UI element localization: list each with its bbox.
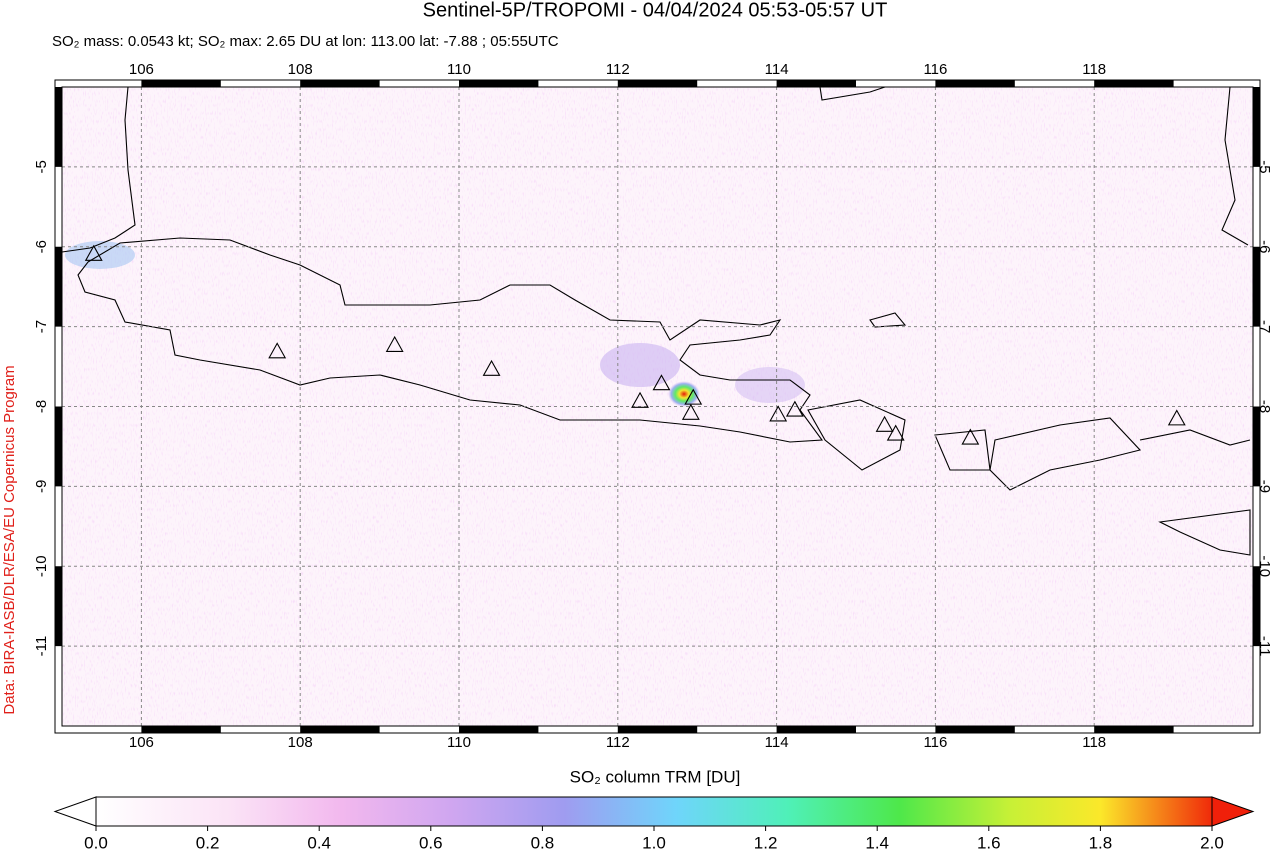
plume — [668, 381, 700, 407]
volcano — [631, 391, 649, 408]
colorbar-tick-label: 0.8 — [531, 833, 555, 852]
frame-bar — [776, 726, 856, 733]
credit: Data: BIRA-IASB/DLR/ESA/EU Copernicus Pr… — [1, 365, 18, 714]
frame-bar — [935, 80, 1015, 87]
y-tick-label: -9 — [33, 480, 50, 493]
coastlines — [61, 86, 1251, 556]
x-tick-label: 116 — [923, 61, 947, 78]
frame-bar — [459, 726, 539, 733]
x-tick-label: 106 — [129, 61, 154, 78]
volcano — [1167, 409, 1186, 426]
y-tick-label: -7 — [33, 320, 50, 333]
map-area — [61, 86, 1253, 726]
volcano — [785, 400, 804, 417]
frame-bar — [459, 80, 539, 87]
frame-bar — [300, 726, 380, 733]
x-tick-label: 116 — [923, 734, 947, 751]
coastline — [989, 417, 1142, 491]
coastline — [1158, 509, 1251, 556]
frame-bar — [1253, 87, 1260, 167]
x-tick-label: 110 — [447, 734, 471, 751]
frame-bar — [1094, 80, 1174, 87]
frame-bar — [300, 80, 380, 87]
frame-bar — [55, 566, 62, 647]
frame-bar — [55, 87, 62, 167]
volcano — [684, 388, 703, 405]
colorbar-tick-label: 1.6 — [977, 833, 1001, 852]
y-tick-label: -8 — [33, 400, 50, 413]
colorbar-tick-label: 2.0 — [1200, 833, 1224, 852]
frame-bar — [617, 80, 698, 87]
colorbar-tick-label: 0.2 — [196, 833, 220, 852]
coastline — [1139, 429, 1251, 446]
coastline — [807, 399, 906, 471]
colorbar-extend — [1211, 796, 1255, 827]
frame-bar — [55, 406, 62, 487]
frame-bar — [617, 726, 698, 733]
frame-bar — [55, 246, 62, 327]
colorbar-tick-label: 1.2 — [754, 833, 778, 852]
colorbar-tick-label: 1.8 — [1089, 833, 1113, 852]
volcano — [84, 244, 103, 261]
x-tick-label: 112 — [606, 61, 630, 78]
volcano — [652, 374, 671, 391]
frame-bar — [1094, 726, 1174, 733]
x-tick-label: 118 — [1082, 734, 1106, 751]
y-tick-label: -5 — [33, 160, 50, 173]
plume-haze — [600, 343, 680, 387]
x-tick-label: 112 — [606, 734, 630, 751]
volcano — [769, 405, 788, 422]
frame-bar — [1253, 566, 1260, 647]
x-tick-label: 106 — [129, 734, 154, 751]
colorbar-label: SO₂ column TRM [DU] — [570, 767, 741, 786]
volcano — [886, 424, 905, 441]
frame-bar — [1253, 246, 1260, 327]
colorbar-tick-label: 0.6 — [419, 833, 443, 852]
subtitle: SO₂ mass: 0.0543 kt; SO₂ max: 2.65 DU at… — [52, 33, 559, 50]
coastline — [869, 312, 907, 328]
title: Sentinel-5P/TROPOMI - 04/04/2024 05:53-0… — [423, 0, 888, 21]
x-tick-label: 108 — [288, 734, 313, 751]
frame-bar — [935, 726, 1015, 733]
colorbar — [96, 797, 1212, 826]
x-tick-label: 114 — [765, 734, 789, 751]
frame-bar — [776, 80, 856, 87]
colorbar-tick-label: 1.0 — [642, 833, 666, 852]
volcano — [875, 415, 894, 432]
coastline — [1221, 86, 1249, 246]
volcano — [961, 428, 980, 445]
frame — [54, 79, 1261, 734]
volcano — [482, 359, 501, 376]
plume-haze — [735, 367, 805, 403]
coastline — [819, 86, 886, 101]
colorbar-tick-label: 0.4 — [307, 833, 331, 852]
x-tick-label: 118 — [1082, 61, 1106, 78]
frame-bar — [141, 726, 221, 733]
x-tick-label: 110 — [447, 61, 471, 78]
coastline — [77, 237, 824, 443]
frame-bar — [1253, 406, 1260, 487]
x-tick-label: 114 — [765, 61, 789, 78]
volcano — [681, 403, 700, 420]
colorbar-extend — [53, 796, 97, 827]
frame — [61, 86, 1254, 727]
y-tick-label: -6 — [33, 240, 50, 253]
coastline — [61, 86, 136, 253]
colorbar-tick-label: 0.0 — [84, 833, 108, 852]
colorbar-tick-label: 1.4 — [865, 833, 889, 852]
y-tick-label: -11 — [33, 636, 50, 657]
volcano — [268, 342, 287, 359]
volcano — [385, 335, 404, 352]
frame-bar — [141, 80, 221, 87]
x-tick-label: 108 — [288, 61, 313, 78]
y-tick-label: -10 — [33, 555, 50, 577]
